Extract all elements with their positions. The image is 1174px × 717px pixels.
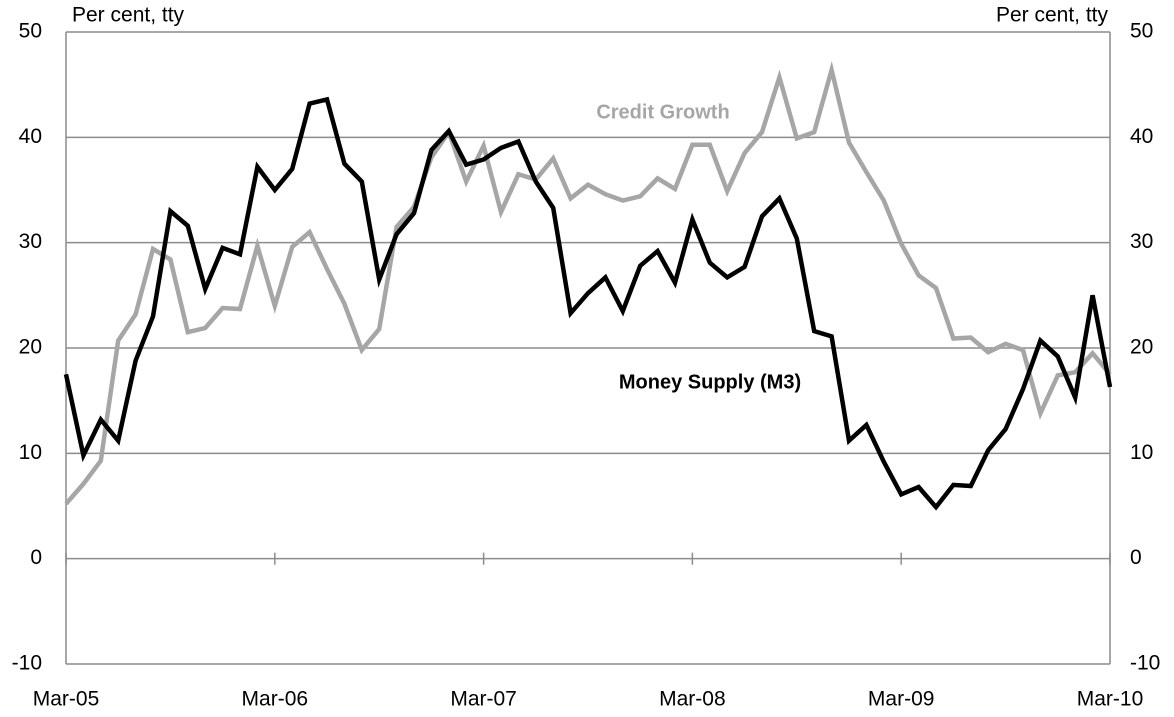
y2-tick-label: 0 (1130, 546, 1142, 569)
y-tick-label: 20 (19, 336, 42, 359)
y2-tick-label: -10 (1130, 652, 1160, 675)
y-tick-label: 30 (19, 230, 42, 253)
x-tick-label: Mar-10 (1077, 688, 1144, 711)
y2-tick-label: 10 (1130, 441, 1153, 464)
y-axis-label-right: Per cent, tty (996, 4, 1109, 27)
y-axis-label-left: Per cent, tty (72, 4, 185, 27)
annotation: Money Supply (M3) (619, 371, 801, 393)
y-tick-label: 40 (19, 125, 42, 148)
line-series (63, 96, 1113, 511)
y-tick-label: 10 (19, 441, 42, 464)
x-tick-label: Mar-07 (450, 688, 517, 711)
x-tick-label: Mar-05 (33, 688, 100, 711)
y2-tick-label: 40 (1130, 125, 1153, 148)
y2-tick-label: 30 (1130, 230, 1153, 253)
y-tick-label: 0 (30, 546, 42, 569)
y-tick-label: 50 (19, 20, 42, 43)
x-tick-label: Mar-06 (242, 688, 309, 711)
annotation: Credit Growth (596, 101, 729, 123)
y2-tick-label: 20 (1130, 336, 1153, 359)
x-tick-label: Mar-09 (868, 688, 935, 711)
x-tick-label: Mar-08 (659, 688, 726, 711)
y2-tick-label: 50 (1130, 20, 1153, 43)
y-tick-label: -10 (12, 652, 42, 675)
line-series (64, 60, 1112, 506)
